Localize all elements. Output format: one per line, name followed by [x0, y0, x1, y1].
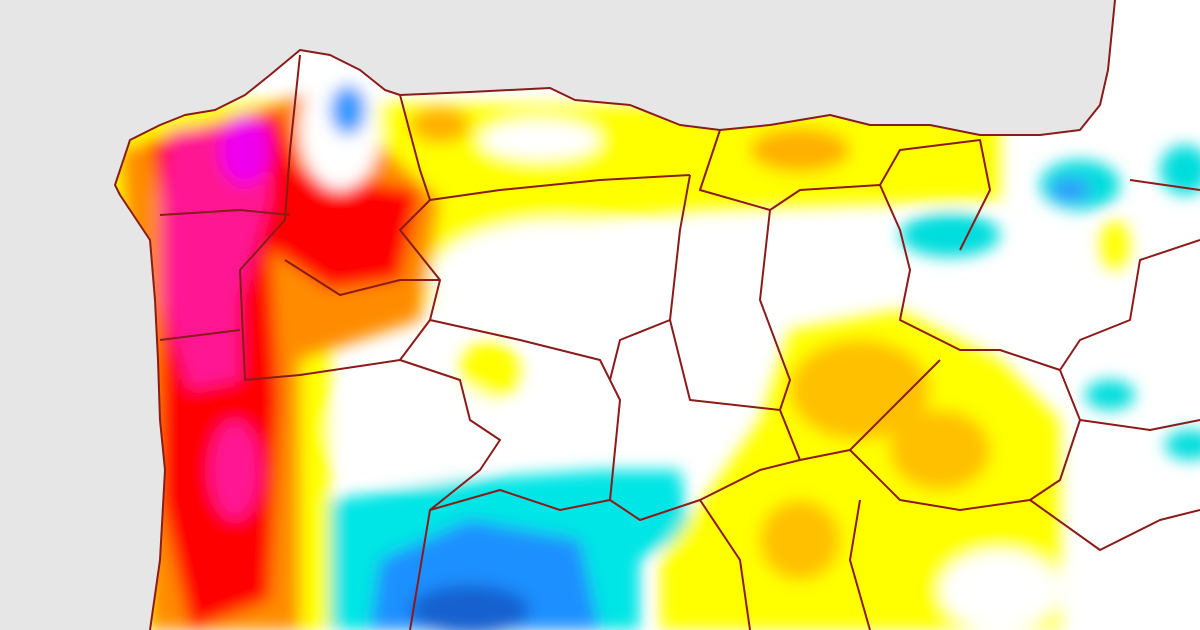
border: [1079, 419, 1200, 431]
border: [399, 359, 501, 511]
borders: [114, 0, 1200, 630]
coastline: [114, 0, 1116, 630]
anomaly-field: [115, 70, 1200, 630]
border: [159, 209, 291, 216]
border: [159, 329, 241, 341]
border: [239, 54, 691, 381]
border: [669, 129, 791, 411]
border: [284, 259, 440, 296]
border: [849, 499, 871, 630]
border: [879, 139, 991, 251]
border: [1129, 179, 1200, 191]
border: [1029, 499, 1200, 551]
border: [399, 94, 431, 201]
border: [699, 499, 751, 630]
